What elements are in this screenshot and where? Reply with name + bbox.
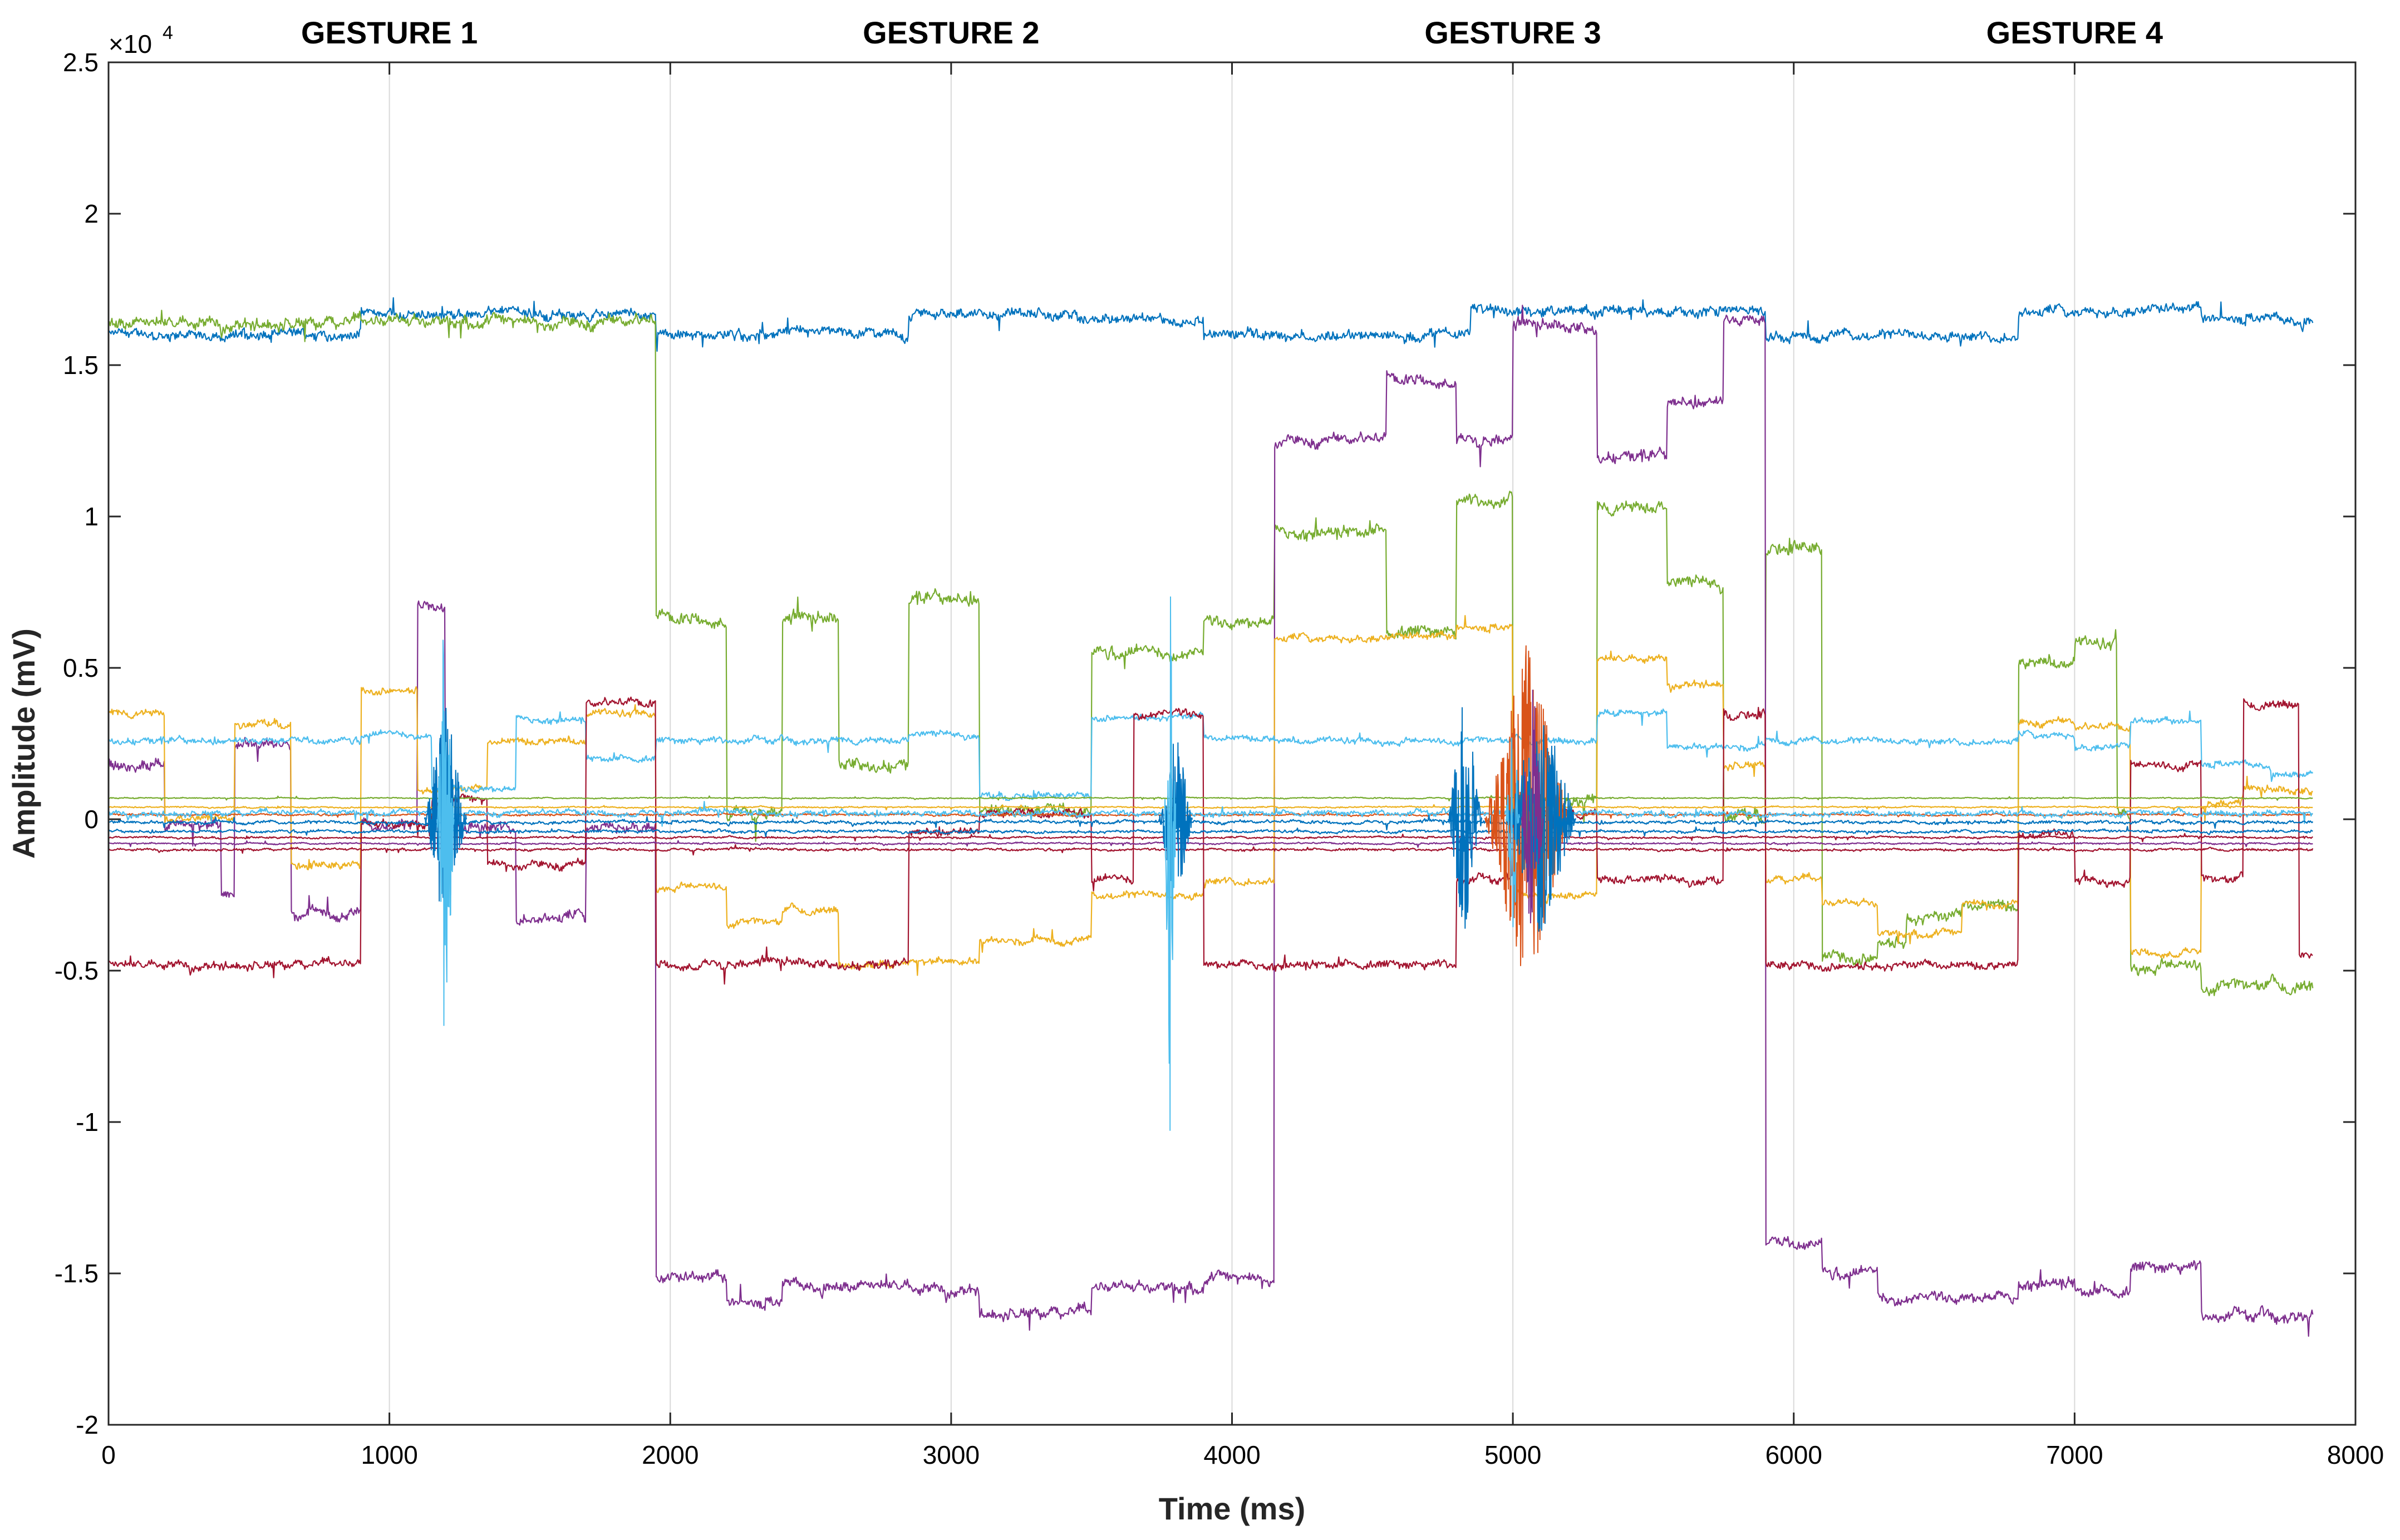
y-tick-label: 1.5 xyxy=(63,351,99,380)
series-baseline-blue-dark xyxy=(108,825,2313,838)
burst-artifact xyxy=(1506,725,1577,932)
y-tick-label: 2 xyxy=(84,199,99,228)
y-tick-labels: -2 -1.5 -1 -0.5 0 0.5 1 1.5 2 2.5 xyxy=(55,48,99,1439)
x-tick-labels: 0 1000 2000 3000 4000 5000 6000 7000 8000 xyxy=(101,1440,2384,1469)
x-tick-label: 6000 xyxy=(1765,1440,1822,1469)
series-channel-red xyxy=(108,696,2313,985)
series-baseline-blue-zero xyxy=(108,815,2314,831)
y-tick-label: 0 xyxy=(84,805,99,834)
burst-artifact xyxy=(436,639,455,1026)
gesture-label: GESTURE 1 xyxy=(301,15,478,50)
x-tick-label: 0 xyxy=(101,1440,116,1469)
burst-artifact xyxy=(1448,707,1483,929)
series-baseline-purple-low xyxy=(108,839,2313,848)
axis-ticks xyxy=(107,61,2357,1426)
series-baseline-lightblue xyxy=(108,800,2313,827)
gesture-labels: GESTURE 1 GESTURE 2 GESTURE 3 GESTURE 4 xyxy=(301,15,2163,50)
x-tick-label: 2000 xyxy=(642,1440,699,1469)
burst-artifact xyxy=(424,707,468,932)
x-tick-label: 7000 xyxy=(2046,1440,2103,1469)
x-tick-label: 5000 xyxy=(1484,1440,1541,1469)
gesture-label: GESTURE 4 xyxy=(1986,15,2163,50)
y-axis-label: Amplitude (mV) xyxy=(6,628,41,859)
series-channel-lightblue xyxy=(108,708,2314,801)
series-channel-blue xyxy=(107,297,2314,352)
y-tick-label: -1.5 xyxy=(55,1259,99,1288)
burst-artifact xyxy=(1505,737,1521,927)
y-tick-label: 1 xyxy=(84,502,99,531)
series-baseline-red-low xyxy=(109,844,2314,856)
burst-artifact xyxy=(1521,690,1544,924)
data-series xyxy=(107,297,2314,1337)
series-channel-green xyxy=(108,309,2314,997)
gesture-label: GESTURE 2 xyxy=(863,15,1039,50)
x-axis-label: Time (ms) xyxy=(1159,1491,1305,1526)
series-channel-yellow xyxy=(107,614,2313,976)
y-tick-label: 0.5 xyxy=(63,653,99,682)
series-baseline-green xyxy=(108,795,2313,801)
y-tick-label: -1 xyxy=(76,1108,99,1136)
x-tick-label: 1000 xyxy=(361,1440,417,1469)
y-tick-label: 2.5 xyxy=(63,48,99,77)
burst-artifact xyxy=(1164,596,1177,1131)
y-tick-label: -0.5 xyxy=(55,956,99,985)
series-baseline-yellow xyxy=(109,803,2313,811)
gesture-label: GESTURE 3 xyxy=(1424,15,1601,50)
x-tick-label: 4000 xyxy=(1203,1440,1260,1469)
x-tick-label: 8000 xyxy=(2327,1440,2384,1469)
y-tick-label: -2 xyxy=(76,1410,99,1439)
x-tick-label: 3000 xyxy=(923,1440,980,1469)
series-channel-purple xyxy=(107,304,2314,1337)
y-scale-multiplier: ×10 xyxy=(109,29,152,58)
y-scale-exponent: 4 xyxy=(163,22,173,43)
series-baseline-red-mid xyxy=(108,833,2314,843)
